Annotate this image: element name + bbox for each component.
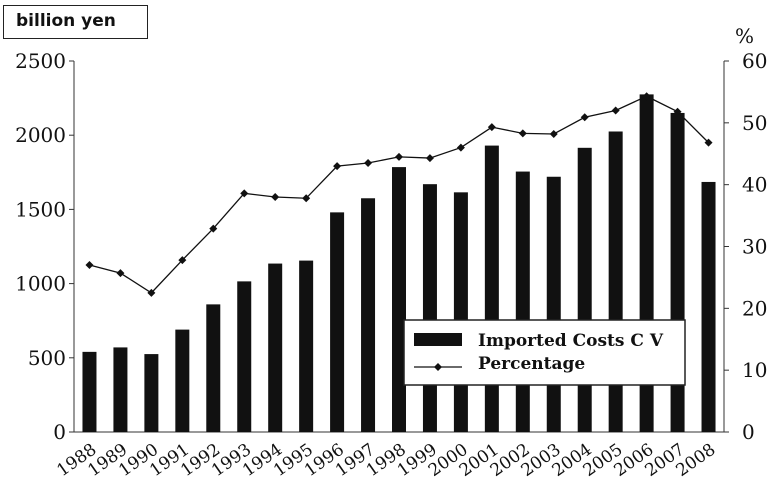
bar bbox=[361, 198, 376, 432]
bar bbox=[144, 354, 159, 432]
legend-box bbox=[403, 319, 686, 386]
legend-bar-swatch bbox=[414, 333, 462, 346]
right-tick-label: 0 bbox=[742, 420, 755, 444]
bar bbox=[299, 260, 314, 432]
line-point bbox=[364, 159, 373, 168]
left-tick-label: 2500 bbox=[15, 49, 66, 73]
bar bbox=[392, 167, 406, 432]
bar bbox=[206, 304, 221, 432]
left-tick-label: 1500 bbox=[15, 197, 66, 221]
bar bbox=[330, 212, 345, 432]
bar bbox=[113, 347, 128, 432]
bar bbox=[82, 351, 97, 432]
line-point bbox=[704, 138, 713, 147]
line-point bbox=[518, 129, 527, 138]
bar bbox=[515, 171, 530, 433]
legend: Imported Costs C V Percentage bbox=[403, 319, 686, 386]
right-tick-label: 60 bbox=[742, 49, 767, 73]
line-point bbox=[611, 106, 620, 115]
line-point bbox=[302, 194, 311, 203]
line-point bbox=[549, 129, 558, 138]
bar bbox=[484, 145, 499, 432]
line-point bbox=[487, 123, 496, 132]
right-tick-label: 50 bbox=[742, 111, 767, 135]
legend-line-marker bbox=[434, 363, 442, 371]
percentage-line-group bbox=[85, 92, 713, 297]
bar bbox=[608, 131, 623, 433]
left-tick-label: 1000 bbox=[15, 272, 66, 296]
line-point bbox=[673, 107, 682, 116]
bar bbox=[175, 329, 190, 432]
left-tick-label: 2000 bbox=[15, 123, 66, 147]
legend-label-line: Percentage bbox=[478, 354, 585, 374]
line-point bbox=[116, 269, 125, 278]
line-point bbox=[209, 224, 218, 233]
line-point bbox=[456, 143, 465, 152]
line-point bbox=[178, 256, 187, 265]
y-axis-tick-labels: 0 500 1000 1500 2000 2500 0 10 20 30 40 50 60 bbox=[15, 49, 767, 444]
right-axis-unit-label: % bbox=[735, 24, 755, 48]
bar bbox=[577, 147, 592, 432]
left-axis-unit-label: billion yen bbox=[3, 5, 148, 39]
line-point bbox=[333, 162, 342, 171]
line-point bbox=[580, 113, 589, 122]
left-tick-label: 0 bbox=[53, 420, 66, 444]
bar bbox=[453, 192, 468, 432]
right-tick-label: 40 bbox=[742, 173, 767, 197]
left-tick-label: 500 bbox=[28, 346, 66, 370]
line-point bbox=[85, 261, 94, 270]
bar bbox=[268, 263, 283, 432]
legend-label-bars: Imported Costs C V bbox=[478, 331, 664, 351]
right-tick-label: 30 bbox=[742, 235, 767, 259]
line-point bbox=[240, 189, 249, 198]
bar bbox=[422, 184, 437, 432]
x-axis-tick-labels: 1988198919901991199219931994199519961997… bbox=[53, 440, 719, 481]
line-point bbox=[642, 92, 651, 101]
bar bbox=[701, 181, 716, 432]
right-tick-label: 20 bbox=[742, 296, 767, 320]
line-point bbox=[425, 154, 434, 163]
line-point bbox=[271, 193, 280, 202]
bar bbox=[237, 281, 252, 432]
bar bbox=[546, 176, 561, 432]
right-tick-label: 10 bbox=[742, 358, 767, 382]
line-point bbox=[147, 288, 156, 297]
line-point bbox=[395, 152, 403, 161]
